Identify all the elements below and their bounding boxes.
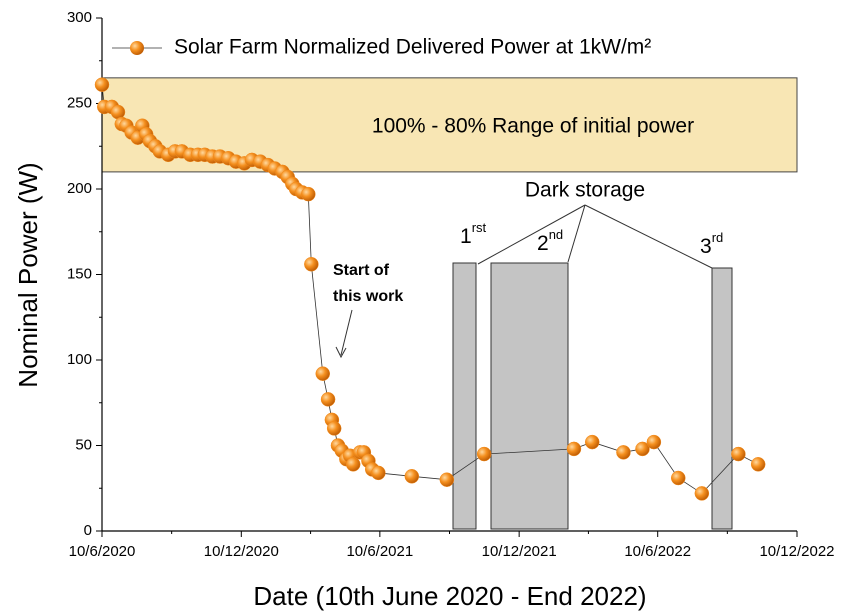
data-point xyxy=(750,457,766,472)
x-tick-label: 10/6/2022 xyxy=(624,543,691,560)
arrow xyxy=(477,204,586,265)
data-point xyxy=(371,465,386,481)
arrow xyxy=(340,309,353,356)
storage-box xyxy=(711,267,733,530)
y-tick-label: 300 xyxy=(67,9,92,26)
data-point xyxy=(301,186,316,202)
arrow-head xyxy=(335,346,347,359)
y-tick-label: 200 xyxy=(67,180,92,197)
data-point xyxy=(616,445,631,460)
x-tick-label: 10/12/2022 xyxy=(759,543,834,560)
data-point xyxy=(584,434,600,450)
storage-box xyxy=(452,262,477,530)
data-point xyxy=(404,469,420,484)
data-point xyxy=(345,457,361,472)
y-axis-title: Nominal Power (W) xyxy=(13,162,43,387)
legend-marker xyxy=(130,41,144,55)
annotation: 2nd xyxy=(537,227,563,254)
y-tick-label: 0 xyxy=(84,522,92,539)
annotation: 1rst xyxy=(460,220,487,247)
x-tick-label: 10/6/2021 xyxy=(346,543,413,560)
data-point xyxy=(670,470,686,486)
x-axis-title: Date (10th June 2020 - End 2022) xyxy=(253,581,646,611)
y-tick-label: 250 xyxy=(67,94,92,111)
data-point xyxy=(304,256,319,272)
data-point xyxy=(566,441,582,457)
data-point xyxy=(94,77,110,92)
x-tick-label: 10/12/2020 xyxy=(204,543,279,560)
x-tick-label: 10/12/2021 xyxy=(482,543,557,560)
band-label: 100% - 80% Range of initial power xyxy=(372,114,694,137)
data-point xyxy=(439,472,455,487)
arrow xyxy=(584,204,713,269)
data-point xyxy=(320,392,336,407)
annotation: this work xyxy=(333,288,403,305)
data-point xyxy=(646,434,662,450)
x-tick-label: 10/6/2020 xyxy=(69,543,136,560)
legend-label: Solar Farm Normalized Delivered Power at… xyxy=(174,36,651,59)
annotation: 3rd xyxy=(700,230,723,257)
y-tick-label: 100 xyxy=(67,351,92,368)
data-point xyxy=(476,446,492,462)
data-point xyxy=(326,421,342,436)
arrows xyxy=(335,204,713,359)
y-tick-label: 50 xyxy=(75,436,92,453)
annotation: Start of xyxy=(333,262,390,279)
data-point xyxy=(731,446,746,462)
dark-storage-boxes xyxy=(452,262,733,530)
annotation: Dark storage xyxy=(525,179,645,202)
data-point xyxy=(694,486,710,501)
y-tick-label: 150 xyxy=(67,265,92,282)
data-point xyxy=(315,366,331,381)
arrow xyxy=(567,204,586,263)
storage-box xyxy=(490,262,569,530)
data-point xyxy=(635,441,650,457)
